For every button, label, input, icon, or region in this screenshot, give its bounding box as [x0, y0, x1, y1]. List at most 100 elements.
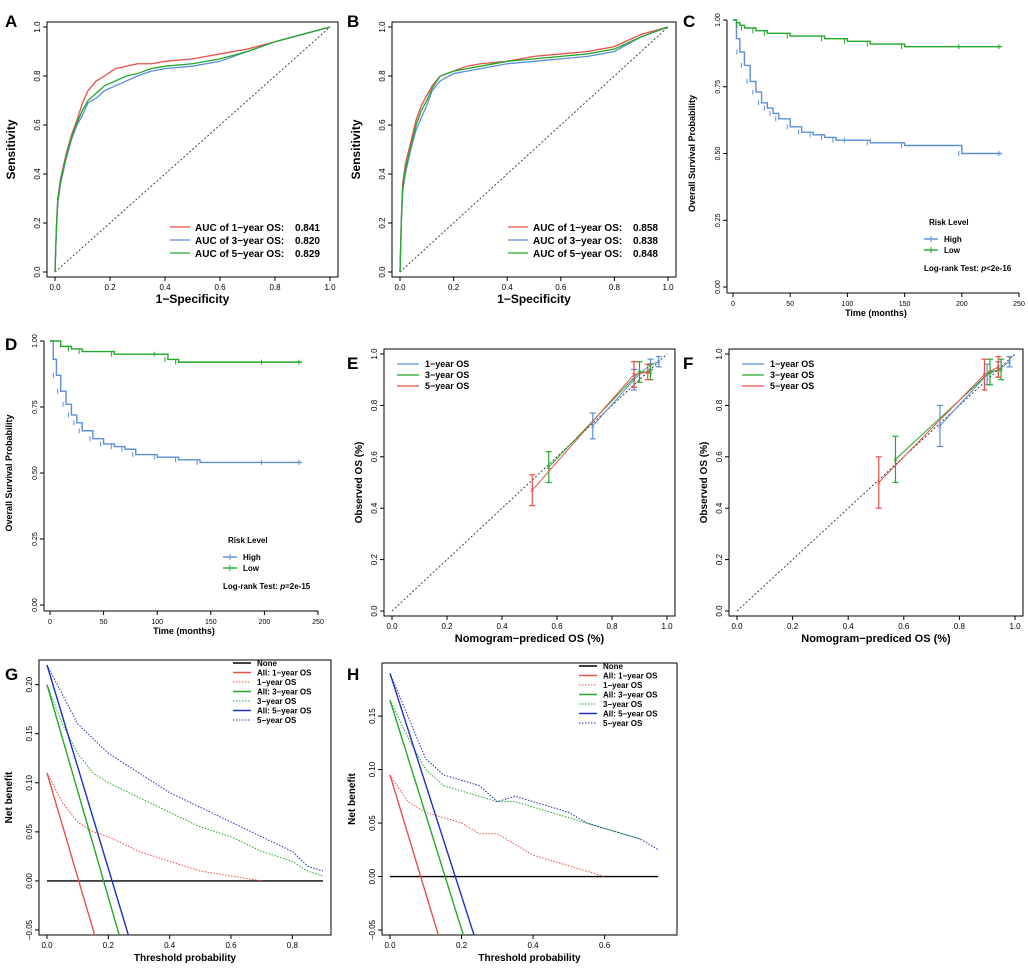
x-tick-label: 50	[100, 619, 108, 626]
y-tick-label: 0.05	[368, 815, 377, 831]
x-tick-label: 150	[899, 301, 911, 308]
y-tick-label: 0.00	[715, 280, 722, 294]
calibration-line-green	[895, 368, 1002, 460]
y-tick-label: 0.15	[368, 708, 377, 724]
x-tick-label: 0.8	[287, 941, 299, 950]
legend-auc: 0.838	[633, 236, 658, 247]
calibration-line-green	[548, 371, 651, 468]
legend-label: All: 1−year OS	[257, 669, 312, 678]
y-axis-title: Sensitivity	[349, 119, 363, 179]
legend-auc: 0.820	[295, 236, 320, 247]
p-value: =2e-15	[285, 582, 311, 591]
survival-curve-high	[733, 19, 1002, 155]
x-tick-label: 0.4	[528, 941, 540, 950]
x-tick-label: 0.2	[441, 622, 453, 631]
data-point: ×	[996, 363, 1001, 372]
y-tick-label: 0.05	[25, 824, 34, 840]
legend-label: 3−year OS	[257, 697, 297, 706]
data-point: ×	[648, 368, 653, 377]
legend-label: AUC of 5−year OS:	[533, 249, 622, 260]
legend-label: AUC of 5−year OS:	[195, 249, 284, 260]
net-benefit-curve	[389, 774, 440, 935]
legend-label: 5−year OS	[603, 719, 643, 728]
x-tick-label: 0.0	[49, 283, 61, 292]
panel-D: D 0 50 100 150 200 250 0.00 0.25 0.50 0.75 1.00 Time…	[4, 334, 324, 636]
x-tick-label: 0.2	[448, 283, 460, 292]
legend-label: All: 5−year OS	[257, 707, 312, 716]
survival-curve-low	[733, 19, 1002, 48]
y-tick-label: −0.05	[25, 919, 34, 940]
legend-auc: 0.829	[295, 249, 320, 260]
p-value: <2e-16	[986, 264, 1012, 273]
data-point: ×	[982, 371, 987, 380]
plot-frame	[391, 21, 677, 278]
y-tick-label: 0.8	[33, 70, 42, 82]
reference-diagonal	[399, 26, 669, 273]
data-point: ×	[1007, 358, 1012, 367]
y-tick-label: 0.10	[368, 761, 377, 777]
x-tick-label: 0.6	[599, 941, 611, 950]
plot-frame	[38, 659, 332, 936]
x-tick-label: 0.2	[104, 283, 116, 292]
y-axis-title: Observed OS (%)	[354, 442, 365, 524]
survival-curve-low	[50, 340, 302, 363]
legend-label: All: 1−year OS	[603, 672, 658, 681]
y-tick-label: 0.2	[378, 217, 387, 229]
y-tick-label: 0.0	[370, 605, 379, 617]
legend-label: All: 5−year OS	[603, 710, 658, 719]
y-axis-title: Net benefit	[347, 772, 358, 824]
legend-label: 1−year OS	[770, 359, 814, 369]
y-tick-label: 0.4	[715, 502, 724, 514]
panel-letter: F	[683, 354, 693, 373]
y-tick-label: 0.8	[715, 399, 724, 411]
x-tick-label: 0.2	[456, 941, 468, 950]
plot-frame	[383, 348, 676, 617]
x-tick-label: 0.0	[384, 941, 396, 950]
data-point: ×	[637, 368, 642, 377]
x-tick-label: 0.2	[103, 941, 115, 950]
plot-frame	[381, 662, 678, 936]
p-symbol: p	[980, 264, 986, 273]
legend-label: Low	[944, 246, 961, 255]
x-tick-label: 0.6	[225, 941, 237, 950]
x-tick-label: 0	[48, 619, 52, 626]
data-point: ×	[645, 368, 650, 377]
x-tick-label: 1.0	[1009, 622, 1021, 631]
x-tick-label: 0.0	[386, 622, 398, 631]
legend-label: All: 3−year OS	[603, 691, 658, 700]
data-point: ×	[876, 479, 881, 488]
x-tick-label: 0.8	[609, 283, 621, 292]
x-tick-label: 0.4	[164, 941, 176, 950]
y-tick-label: 0.10	[25, 774, 34, 790]
x-tick-label: 100	[151, 619, 163, 626]
x-tick-label: 0	[731, 301, 735, 308]
legend-auc: 0.848	[633, 249, 658, 260]
y-tick-label: 0.00	[25, 873, 34, 889]
x-tick-label: 250	[312, 619, 324, 626]
y-tick-label: 1.0	[33, 21, 42, 33]
panel-letter: A	[5, 12, 17, 31]
x-tick-label: 0.8	[954, 622, 966, 631]
legend-label: Low	[243, 564, 260, 573]
x-tick-label: 0.4	[159, 283, 171, 292]
legend-label: None	[603, 662, 624, 671]
net-benefit-curve	[46, 664, 324, 872]
x-tick-label: 0.6	[551, 622, 563, 631]
y-axis-title: Overall Survival Probability	[687, 95, 697, 212]
y-tick-label: 0.0	[715, 605, 724, 617]
x-tick-label: 200	[956, 301, 968, 308]
net-benefit-curve	[389, 673, 475, 935]
legend-label: AUC of 1−year OS:	[533, 223, 622, 234]
y-tick-label: 0.6	[378, 119, 387, 131]
x-tick-label: 200	[259, 619, 271, 626]
y-tick-label: 0.50	[32, 466, 39, 480]
panel-letter: B	[347, 12, 359, 31]
data-point: ×	[893, 455, 898, 464]
data-point: ×	[656, 358, 661, 367]
logrank-label: Log-rank Test:	[223, 582, 280, 591]
y-tick-label: −0.05	[368, 919, 377, 940]
x-tick-label: 0.6	[214, 283, 226, 292]
x-tick-label: 0.4	[496, 622, 508, 631]
net-benefit-curve	[46, 664, 130, 935]
